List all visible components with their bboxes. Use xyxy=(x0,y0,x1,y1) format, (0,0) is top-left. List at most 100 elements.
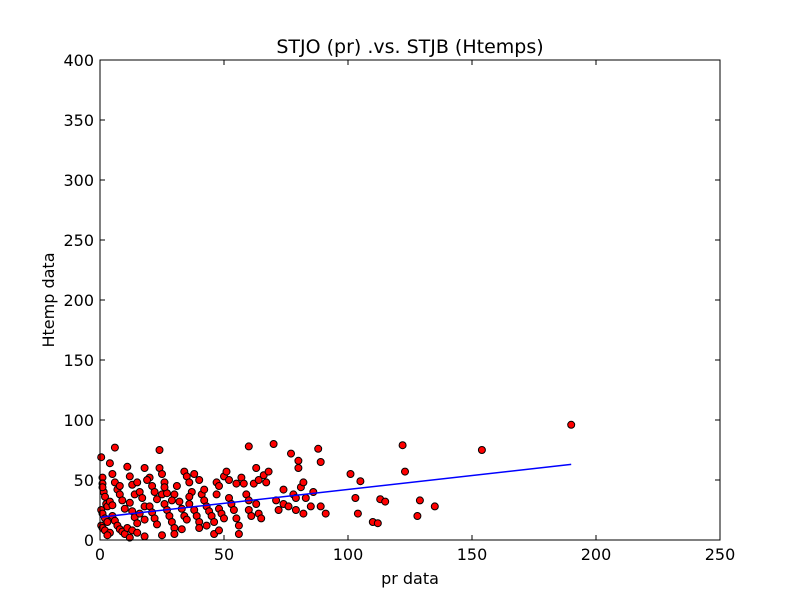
scatter-point xyxy=(415,496,424,505)
scatter-point xyxy=(108,501,117,510)
scatter-point xyxy=(239,479,248,488)
y-tick-label: 250 xyxy=(63,231,94,250)
scatter-point xyxy=(215,526,223,535)
scatter-point xyxy=(200,485,209,494)
scatter-point xyxy=(284,502,293,511)
scatter-point xyxy=(155,446,164,454)
x-axis-label: pr data xyxy=(381,569,439,588)
y-tick-label: 0 xyxy=(84,531,94,550)
scatter-point xyxy=(167,496,176,505)
scatter-point xyxy=(269,440,278,448)
scatter-point xyxy=(247,512,256,520)
scatter-point xyxy=(274,506,283,514)
scatter-point xyxy=(153,520,161,529)
x-tick-label: 250 xyxy=(705,545,736,564)
scatter-point xyxy=(103,518,112,526)
scatter-point xyxy=(244,442,253,451)
y-axis: 0 50 100 150 200 250 300 350 400 xyxy=(63,51,720,550)
scatter-point xyxy=(140,464,149,472)
scatter-point xyxy=(567,420,576,429)
scatter-point xyxy=(262,478,271,487)
scatter-point xyxy=(353,509,362,518)
regression-line xyxy=(99,463,572,518)
scatter-point xyxy=(373,519,382,528)
scatter-point xyxy=(254,476,263,484)
scatter-point xyxy=(257,514,266,523)
x-tick-label: 50 xyxy=(214,545,234,564)
scatter-point xyxy=(120,504,129,513)
x-axis: 0 50 100 150 200 250 xyxy=(95,60,735,564)
scatter-point xyxy=(356,477,365,486)
scatter-point xyxy=(190,470,199,478)
chart-title: STJO (pr) .vs. STJB (Htemps) xyxy=(276,36,543,58)
scatter-point xyxy=(108,470,117,478)
scatter-point xyxy=(215,482,223,490)
y-tick-label: 100 xyxy=(63,411,94,430)
scatter-point xyxy=(306,502,315,511)
scatter-point xyxy=(125,498,134,507)
scatter-point xyxy=(299,478,308,487)
scatter-point xyxy=(234,521,243,530)
scatter-point xyxy=(110,443,119,452)
scatter-point xyxy=(182,515,191,524)
scatter-point xyxy=(115,482,124,490)
scatter-point xyxy=(291,506,300,514)
y-tick-label: 400 xyxy=(63,51,94,70)
scatter-point xyxy=(118,496,127,505)
scatter-point xyxy=(212,490,221,499)
scatter-point xyxy=(316,502,325,511)
scatter-point xyxy=(195,524,204,532)
y-tick-label: 50 xyxy=(74,471,94,490)
x-tick-label: 200 xyxy=(581,545,612,564)
scatter-point xyxy=(398,441,407,450)
scatter-point xyxy=(314,444,323,453)
scatter-point xyxy=(105,459,114,468)
scatter-point xyxy=(430,502,439,511)
scatter-point xyxy=(125,533,134,542)
scatter-point xyxy=(210,518,219,526)
scatter-point xyxy=(229,506,238,514)
scatter-point xyxy=(477,446,486,454)
scatter-point xyxy=(232,514,241,523)
scatter-point xyxy=(175,497,184,506)
scatter-point xyxy=(225,476,233,484)
scatter-point xyxy=(321,509,330,518)
scatter-point xyxy=(138,494,147,502)
scatter-point xyxy=(202,521,211,530)
scatter-point xyxy=(252,464,261,472)
scatter-point xyxy=(123,462,132,471)
fit-line-layer xyxy=(99,463,572,518)
scatter-point xyxy=(279,485,288,494)
scatter-point xyxy=(252,500,261,508)
scatter-point xyxy=(232,479,241,488)
scatter-point xyxy=(299,509,308,518)
scatter-point xyxy=(158,470,166,478)
scatter-point xyxy=(140,532,149,541)
scatter-point xyxy=(133,519,142,528)
x-tick-label: 100 xyxy=(333,545,364,564)
y-tick-label: 300 xyxy=(63,171,94,190)
scatter-point xyxy=(185,492,194,501)
scatter-point xyxy=(294,456,303,465)
scatter-point xyxy=(264,467,273,476)
y-tick-label: 150 xyxy=(63,351,94,370)
y-tick-label: 200 xyxy=(63,291,94,310)
scatter-point xyxy=(158,531,166,540)
scatter-point xyxy=(381,497,390,506)
x-tick-label: 0 xyxy=(95,545,105,564)
scatter-point xyxy=(301,494,310,502)
scatter-point xyxy=(222,467,231,476)
scatter-point xyxy=(287,449,295,458)
y-tick-label: 350 xyxy=(63,111,94,130)
x-tick-label: 150 xyxy=(457,545,488,564)
scatter-point xyxy=(401,467,409,476)
scatter-point xyxy=(172,482,181,490)
scatter-point xyxy=(185,478,194,487)
y-axis-label: Htemp data xyxy=(39,252,58,347)
scatter-point xyxy=(195,476,204,484)
scatter-point xyxy=(133,478,142,487)
scatter-point xyxy=(351,494,360,502)
scatter-point xyxy=(294,464,303,472)
